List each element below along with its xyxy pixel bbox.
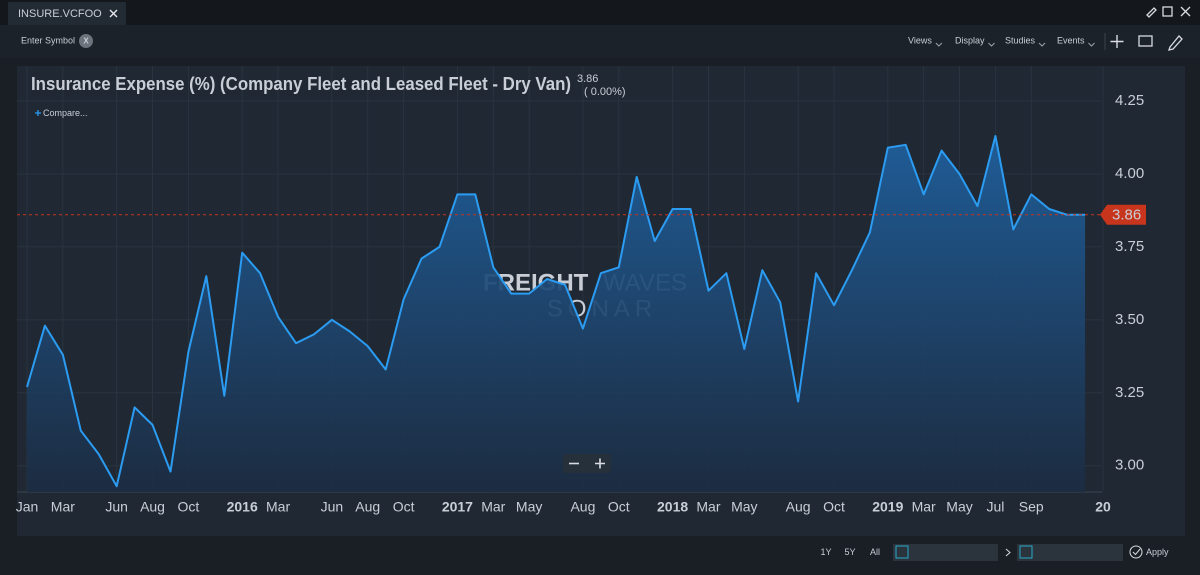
x-tick-label: May	[516, 499, 542, 515]
range-button[interactable]: All	[870, 547, 880, 557]
data-line	[26, 135, 1086, 488]
y-tick-label: 4.25	[1115, 92, 1144, 109]
x-tick-label: Aug	[355, 499, 380, 515]
x-tick-label: Oct	[393, 499, 415, 515]
menu-item[interactable]: Views	[908, 35, 932, 45]
zoom-controls	[563, 454, 611, 473]
range-buttons: 1Y 5Y All	[820, 547, 880, 557]
end-date[interactable]	[1017, 544, 1123, 561]
x-tick-label: 20	[1095, 499, 1111, 515]
note-icon[interactable]	[1138, 35, 1153, 47]
menu-item[interactable]: Studies	[1005, 35, 1036, 45]
apply-icon[interactable]	[1129, 545, 1143, 559]
apply-button[interactable]: Apply	[1146, 547, 1169, 557]
y-tick-label: 3.50	[1115, 311, 1144, 328]
menu-item[interactable]: Events	[1057, 35, 1085, 45]
x-tick-label: 2018	[657, 499, 688, 515]
x-tick-label: Oct	[823, 499, 845, 515]
x-tick-label: Aug	[786, 499, 811, 515]
apply-check	[1132, 548, 1141, 556]
x-tick-label: 2019	[872, 499, 903, 515]
tab-close[interactable]	[109, 9, 118, 18]
x-tick-label: Mar	[51, 499, 75, 515]
clear-button[interactable]	[79, 34, 93, 48]
y-tick-label: 3.25	[1115, 384, 1144, 401]
plot: 3.00 3.25 3.50 3.75 4.00 4.25 Jan Mar Jun Aug Oct 2…	[16, 66, 1146, 515]
x-tick-label: Mar	[912, 499, 936, 515]
x-tick-label: Jun	[321, 499, 344, 515]
window-icons[interactable]	[1146, 6, 1191, 18]
range-button[interactable]: 1Y	[820, 547, 831, 557]
x-tick-label: Aug	[570, 499, 595, 515]
x-tick-label: Jan	[16, 499, 39, 515]
tab-title: INSURE.VCFOO	[18, 8, 102, 20]
menu-chevron	[1088, 42, 1095, 47]
date-arrow	[1005, 548, 1011, 557]
header-change: ( 0.00%)	[584, 86, 626, 98]
x-tick-label: Oct	[178, 499, 200, 515]
x-tick-label: Mar	[481, 499, 505, 515]
x-tick-label: Sep	[1019, 499, 1044, 515]
menus: Views Display Studies Events	[908, 35, 1095, 47]
menu-chevron	[935, 42, 943, 47]
tab[interactable]	[8, 2, 126, 25]
x-tick-label: Oct	[608, 499, 630, 515]
add-icon[interactable]	[1110, 35, 1124, 48]
calendar-icon[interactable]	[895, 545, 909, 559]
compare-link[interactable]: Compare...	[43, 108, 88, 118]
x-tick-label: Jun	[105, 499, 128, 515]
last-value-tag	[1100, 204, 1146, 225]
y-tick-label: 3.75	[1115, 238, 1144, 255]
last-value-label: 3.86	[1112, 206, 1141, 223]
toolbar	[0, 25, 1200, 58]
chart-title: Insurance Expense (%) (Company Fleet and…	[31, 74, 571, 94]
x-tick-label: 2016	[227, 499, 258, 515]
tab-bar	[0, 0, 1200, 25]
x-tick-label: Mar	[696, 499, 720, 515]
x-tick-label: Jul	[986, 499, 1004, 515]
draw-icon[interactable]	[1168, 35, 1183, 51]
area-fill	[27, 136, 1086, 492]
zoom-in[interactable]	[595, 458, 605, 469]
x-tick-label: Aug	[140, 499, 165, 515]
range-button[interactable]: 5Y	[844, 547, 855, 557]
x-tick-label: 2017	[442, 499, 473, 515]
y-tick-label: 3.00	[1115, 457, 1144, 474]
x-tick-label: May	[946, 499, 972, 515]
x-tick-label: May	[731, 499, 757, 515]
x-tick-label: Mar	[266, 499, 290, 515]
compare-icon[interactable]	[35, 110, 41, 116]
header-value: 3.86	[577, 73, 598, 85]
calendar-icon[interactable]	[1019, 545, 1033, 559]
start-date[interactable]	[893, 544, 998, 561]
clear-label: X	[83, 37, 89, 46]
footer	[0, 538, 1200, 575]
menu-chevron	[988, 42, 995, 47]
menu-chevron	[1038, 42, 1046, 47]
symbol-input[interactable]: Enter Symbol	[21, 35, 75, 45]
menu-item[interactable]: Display	[955, 35, 985, 45]
y-tick-label: 4.00	[1115, 165, 1144, 182]
